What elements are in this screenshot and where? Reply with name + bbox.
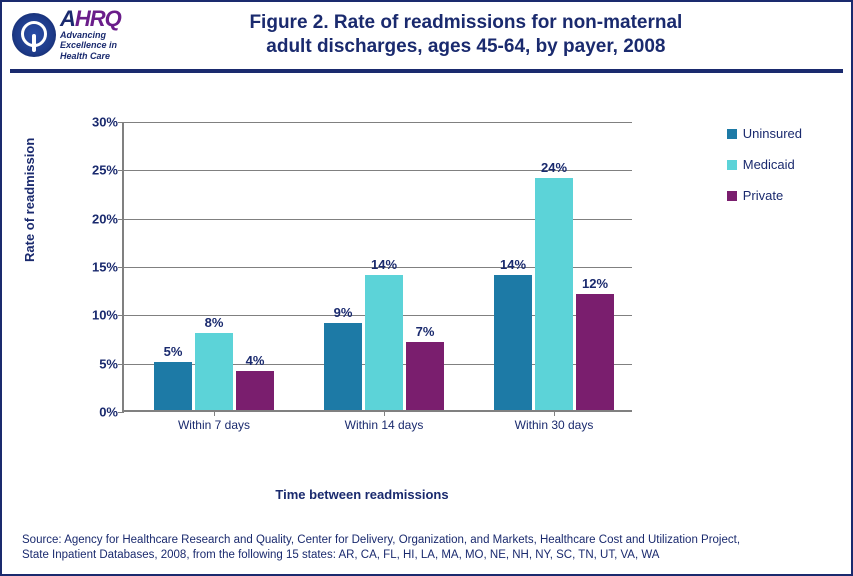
header-divider: [10, 69, 843, 73]
y-tick-mark: [118, 267, 124, 268]
y-tick-mark: [118, 364, 124, 365]
legend-label: Medicaid: [743, 157, 795, 172]
header: AHRQ Advancing Excellence in Health Care…: [2, 2, 851, 65]
bar: 14%: [494, 275, 532, 410]
logo-block: AHRQ Advancing Excellence in Health Care: [12, 8, 121, 61]
legend-label: Uninsured: [743, 126, 802, 141]
y-tick-mark: [118, 170, 124, 171]
figure-frame: AHRQ Advancing Excellence in Health Care…: [0, 0, 853, 576]
y-tick-label: 20%: [92, 211, 118, 226]
bar: 8%: [195, 333, 233, 410]
y-axis-title: Rate of readmission: [22, 138, 37, 262]
bar-group: 5%8%4%Within 7 days: [154, 333, 274, 410]
legend: Uninsured Medicaid Private: [727, 126, 802, 219]
y-tick-mark: [118, 315, 124, 316]
y-tick-label: 10%: [92, 308, 118, 323]
bar-group: 14%24%12%Within 30 days: [494, 178, 614, 410]
legend-swatch: [727, 129, 737, 139]
y-tick-mark: [118, 412, 124, 413]
y-tick-label: 25%: [92, 163, 118, 178]
bar: 7%: [406, 342, 444, 410]
bar: 14%: [365, 275, 403, 410]
bar-value-label: 7%: [416, 324, 435, 339]
bar-value-label: 14%: [371, 257, 397, 272]
chart-area: Rate of readmission 0%5%10%15%20%25%30%5…: [62, 112, 792, 472]
bar: 24%: [535, 178, 573, 410]
x-tick-label: Within 30 days: [515, 418, 594, 432]
figure-title: Figure 2. Rate of readmissions for non-m…: [121, 11, 841, 59]
legend-item: Private: [727, 188, 802, 203]
bar-value-label: 24%: [541, 160, 567, 175]
title-line-2: adult discharges, ages 45-64, by payer, …: [121, 35, 811, 59]
ahrq-logo: AHRQ Advancing Excellence in Health Care: [60, 8, 121, 61]
bar-value-label: 4%: [246, 353, 265, 368]
source-note: Source: Agency for Healthcare Research a…: [22, 533, 831, 562]
source-line-2: State Inpatient Databases, 2008, from th…: [22, 548, 831, 562]
tagline-line-1: Advancing: [60, 31, 121, 40]
plot-region: 0%5%10%15%20%25%30%5%8%4%Within 7 days9%…: [122, 122, 632, 412]
x-axis-title: Time between readmissions: [62, 487, 662, 502]
bar-group: 9%14%7%Within 14 days: [324, 275, 444, 410]
legend-item: Uninsured: [727, 126, 802, 141]
x-tick-label: Within 14 days: [345, 418, 424, 432]
x-tick-mark: [384, 410, 385, 416]
bar-value-label: 5%: [164, 344, 183, 359]
bar-value-label: 12%: [582, 276, 608, 291]
bar: 12%: [576, 294, 614, 410]
bar: 9%: [324, 323, 362, 410]
title-line-1: Figure 2. Rate of readmissions for non-m…: [121, 11, 811, 35]
y-tick-label: 15%: [92, 260, 118, 275]
tagline-line-3: Health Care: [60, 52, 121, 61]
legend-swatch: [727, 160, 737, 170]
y-tick-label: 0%: [99, 405, 118, 420]
x-tick-mark: [554, 410, 555, 416]
source-line-1: Source: Agency for Healthcare Research a…: [22, 533, 831, 547]
bar-value-label: 9%: [334, 305, 353, 320]
legend-swatch: [727, 191, 737, 201]
y-tick-label: 5%: [99, 356, 118, 371]
tagline-line-2: Excellence in: [60, 41, 121, 50]
y-tick-mark: [118, 219, 124, 220]
bar: 5%: [154, 362, 192, 410]
x-tick-mark: [214, 410, 215, 416]
legend-item: Medicaid: [727, 157, 802, 172]
legend-label: Private: [743, 188, 783, 203]
bar-value-label: 14%: [500, 257, 526, 272]
bar-value-label: 8%: [205, 315, 224, 330]
gridline: [124, 122, 632, 123]
ahrq-wordmark: AHRQ: [60, 8, 121, 30]
bar: 4%: [236, 371, 274, 410]
x-tick-label: Within 7 days: [178, 418, 250, 432]
y-tick-mark: [118, 122, 124, 123]
y-tick-label: 30%: [92, 115, 118, 130]
hhs-seal-icon: [12, 13, 56, 57]
